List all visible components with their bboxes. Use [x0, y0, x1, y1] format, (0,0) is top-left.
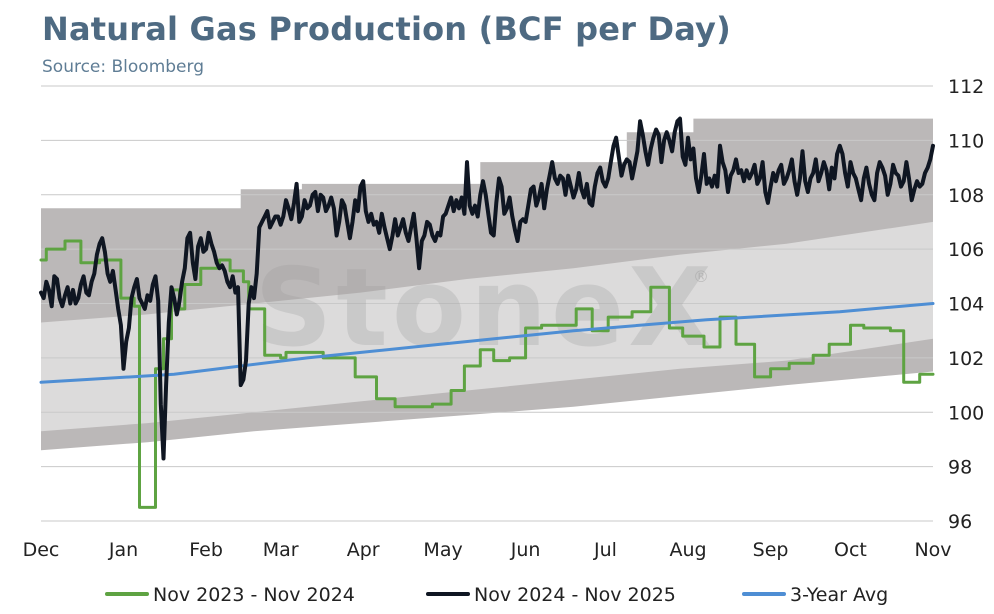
- legend-label-nov-2024-nov-2025: Nov 2024 - Nov 2025: [474, 584, 676, 606]
- series-line-nov-2023-nov-2024: [39, 239, 935, 509]
- chart-source: Source: Bloomberg: [42, 57, 204, 77]
- range-bands: [41, 118, 933, 451]
- chart-title: Natural Gas Production (BCF per Day): [42, 10, 731, 48]
- x-tick-label-feb: Feb: [189, 539, 223, 561]
- y-tick-label-98: 98: [948, 457, 972, 479]
- y-tick-label-108: 108: [948, 185, 984, 207]
- series-line-nov-2024-nov-2025: [39, 116, 935, 461]
- series-line-3-year-avg: [39, 302, 935, 384]
- x-tick-label-jan: Jan: [108, 539, 138, 561]
- inner-range-band: [41, 221, 933, 432]
- x-tick-label-may: May: [423, 539, 462, 561]
- y-axis-ticks: 96 98 100 102 104 106 108 110 112: [948, 76, 984, 533]
- y-tick-label-104: 104: [948, 294, 984, 316]
- x-tick-label-apr: Apr: [347, 539, 380, 561]
- x-tick-label-mar: Mar: [263, 539, 299, 561]
- x-tick-label-nov: Nov: [914, 539, 951, 561]
- y-tick-label-100: 100: [948, 402, 984, 424]
- x-tick-label-jul: Jul: [593, 539, 617, 561]
- legend-label-3-year-avg: 3-Year Avg: [790, 584, 888, 606]
- legend: Nov 2023 - Nov 2024 Nov 2024 - Nov 2025 3-…: [105, 584, 888, 606]
- y-tick-label-110: 110: [948, 130, 984, 152]
- y-tick-label-112: 112: [948, 76, 984, 98]
- y-tick-label-96: 96: [948, 511, 972, 533]
- x-tick-label-dec: Dec: [23, 539, 60, 561]
- series-lines: [39, 116, 935, 509]
- watermark-registered: ®: [693, 267, 709, 286]
- x-axis-ticks: Dec Jan Feb Mar Apr May Jun Jul Aug Sep Oct Nov: [23, 539, 952, 561]
- x-tick-label-jun: Jun: [510, 539, 541, 561]
- x-tick-label-aug: Aug: [669, 539, 706, 561]
- y-tick-label-102: 102: [948, 348, 984, 370]
- x-tick-label-sep: Sep: [753, 539, 789, 561]
- legend-label-nov-2023-nov-2024: Nov 2023 - Nov 2024: [153, 584, 355, 606]
- y-tick-label-106: 106: [948, 239, 984, 261]
- x-tick-label-oct: Oct: [834, 539, 867, 561]
